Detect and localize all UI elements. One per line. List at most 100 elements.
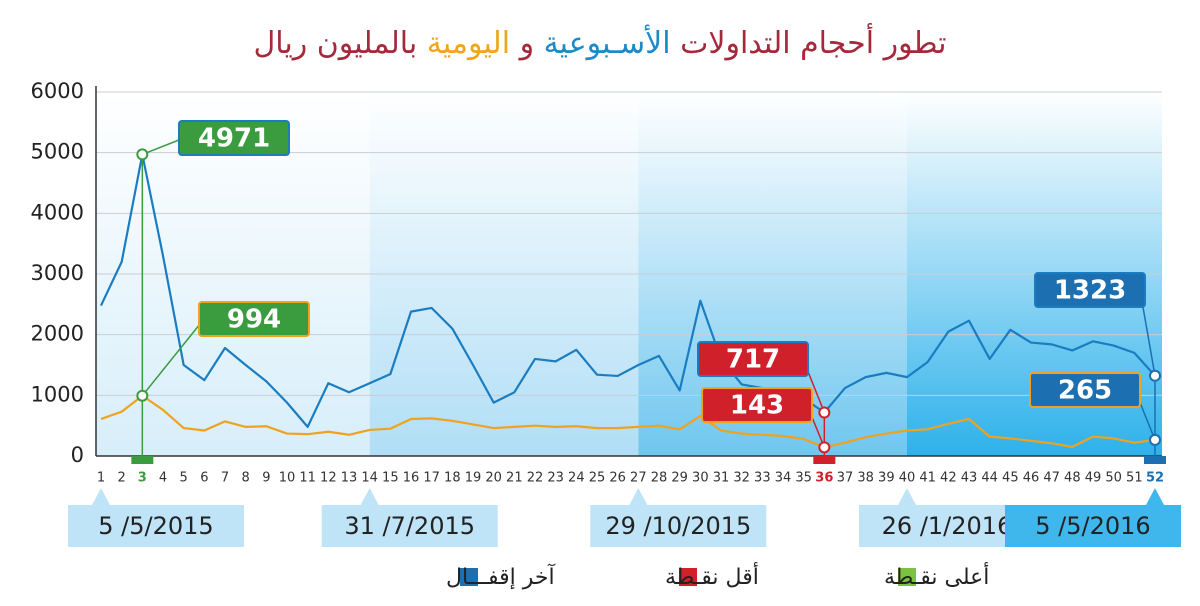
x-tick-label: 35 [795,471,812,486]
callout-label: 4971 [198,124,270,154]
x-tick-highlight [813,456,836,464]
date-label: 31 /7/2015 [344,512,475,540]
x-tick-label: 31 [713,471,730,486]
x-tick-label: 46 [1023,471,1040,486]
callout-label: 1323 [1054,276,1126,306]
x-tick-label: 34 [775,471,792,486]
callout-label: 265 [1058,376,1112,406]
date-box [1005,505,1181,547]
callout-box [198,301,310,337]
x-tick-label: 40 [899,471,916,486]
date-label: 29 /10/2015 [605,512,751,540]
x-tick-label: 33 [754,471,771,486]
x-tick-label: 37 [837,471,854,486]
legend-swatch [898,568,916,586]
x-tick-label: 18 [444,471,461,486]
callout-box [697,341,809,377]
x-tick-label: 22 [527,471,544,486]
callout-box [1034,272,1146,308]
x-tick-label: 19 [465,471,482,486]
y-tick-label: 1000 [31,382,84,406]
highlight-point [136,389,149,402]
series-line [100,153,1156,428]
highlight-point [818,441,831,454]
x-tick-label: 4 [159,471,167,486]
x-tick-label: 2 [118,471,126,486]
y-tick-label: 5000 [31,140,84,164]
x-tick-label: 39 [878,471,895,486]
callout-box [701,387,813,423]
x-tick-label: 25 [589,471,606,486]
highlight-point [136,148,149,161]
title-part: اليومية [427,26,510,61]
highlight-point [818,406,831,419]
x-tick-label: 42 [940,471,957,486]
date-pointer [360,488,379,505]
x-tick-label: 15 [382,471,399,486]
date-pointer [92,488,110,505]
highlight-point [1149,433,1161,446]
x-tick-label: 50 [1105,471,1122,486]
x-tick-label: 45 [1002,471,1019,486]
legend-label: أقل نقـطة [665,562,759,590]
callout-box [1029,372,1141,408]
callout-label: 994 [227,305,281,335]
y-tick-label: 3000 [31,261,84,285]
series-line [100,394,1156,449]
y-tick-label: 4000 [31,200,84,224]
x-tick-label: 17 [423,471,440,486]
date-box [68,505,244,547]
x-tick-label: 8 [242,471,250,486]
title-part: الأسـبوعية [544,23,671,61]
y-tick-label: 0 [71,443,84,467]
title-part: و [510,26,544,61]
date-box [590,505,767,547]
x-tick-label: 49 [1085,471,1102,486]
x-tick-label: 7 [221,471,229,486]
x-tick-label: 24 [568,471,585,486]
x-tick-highlight [1144,456,1166,464]
x-tick-label: 20 [485,471,502,486]
date-pointer [1146,488,1164,505]
x-tick-label: 23 [547,471,564,486]
x-tick-label: 9 [262,471,270,486]
x-tick-label: 36 [815,471,833,486]
x-tick-label: 12 [320,471,337,486]
date-pointer [629,488,648,505]
x-tick-label: 41 [919,471,936,486]
x-tick-label: 16 [403,471,420,486]
x-tick-label: 27 [630,471,647,486]
x-tick-label: 21 [506,471,523,486]
title-part: تطور أحجام التداولات [671,22,947,61]
x-tick-label: 38 [857,471,874,486]
date-label: 26 /1/2016 [882,512,1013,540]
callout-connector [141,318,205,397]
x-tick-label: 3 [138,471,147,486]
date-label: 5 /5/2016 [1035,512,1150,540]
highlight-point [1149,369,1161,382]
title-part: بالمليون ريال [253,26,426,61]
x-tick-label: 43 [961,471,978,486]
x-tick-label: 48 [1064,471,1081,486]
x-tick-label: 32 [733,471,750,486]
x-tick-label: 26 [609,471,626,486]
callout-connector [142,137,185,156]
date-label: 5 /5/2015 [98,512,213,540]
x-tick-label: 51 [1126,471,1143,486]
x-tick-label: 28 [651,471,668,486]
x-tick-label: 14 [361,471,378,486]
x-tick-label: 1 [97,471,105,486]
x-tick-label: 52 [1146,471,1164,486]
x-tick-label: 30 [692,471,709,486]
x-tick-highlight [131,456,154,464]
x-tick-label: 10 [279,471,296,486]
x-tick-label: 5 [180,471,188,486]
chart-title: تطور أحجام التداولات الأسـبوعية و اليومي… [253,22,946,61]
legend-swatch [679,568,697,586]
x-tick-label: 13 [341,471,358,486]
callout-label: 143 [730,391,784,421]
x-tick-label: 44 [981,471,998,486]
legend-label: آخر إقفـــال [446,563,556,590]
date-pointer [898,488,916,505]
